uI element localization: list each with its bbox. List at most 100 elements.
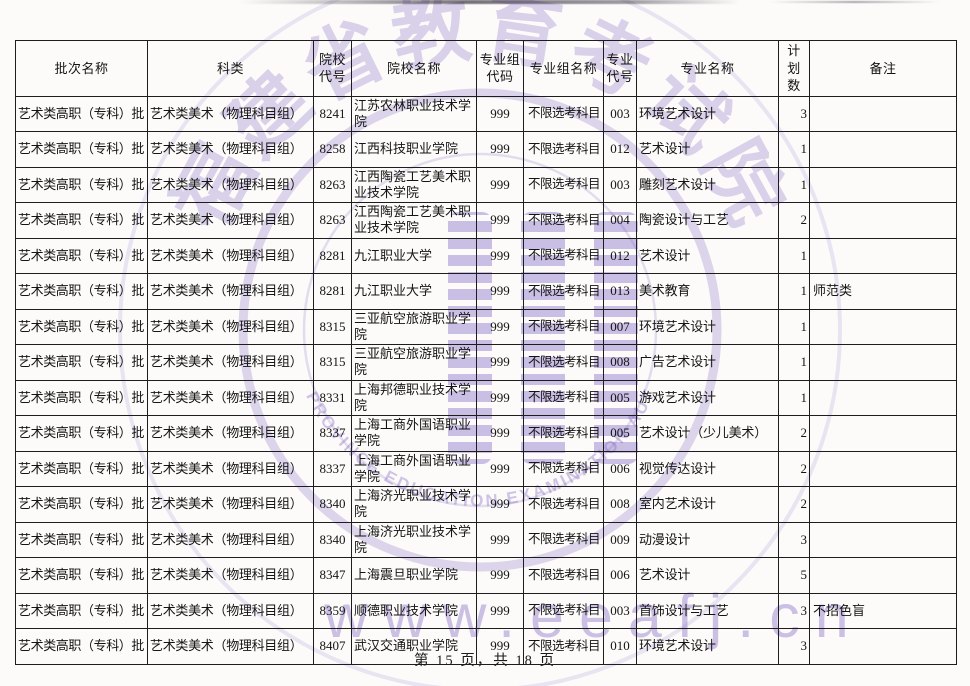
college-code: 8340 (313, 486, 352, 523)
plan-count: 1 (778, 308, 810, 346)
column-header-group-code: 专业组 代码 (476, 40, 524, 97)
group-name: 不限选考科目 (523, 202, 604, 239)
subject-type: 艺术类美术（物理科目组） (147, 202, 314, 239)
college-name: 九江职业大学 (351, 273, 477, 310)
major-code: 004 (603, 202, 637, 239)
table-row: 艺术类高职（专科）批 艺术类美术（物理科目组） 8281 九江职业大学 999 不限选考科… (15, 273, 957, 310)
group-code: 999 (476, 557, 524, 594)
college-code: 8340 (313, 521, 352, 559)
college-name: 武汉交通职业学院 (351, 628, 477, 665)
subject-type: 艺术类美术（物理科目组） (147, 557, 314, 594)
college-code: 8347 (313, 557, 352, 594)
college-name: 江西陶瓷工艺美术职业技术学院 (351, 202, 477, 239)
major-code: 008 (603, 486, 637, 523)
group-code: 999 (476, 273, 524, 310)
subject-type: 艺术类美术（物理科目组） (147, 592, 314, 630)
major-code: 005 (603, 415, 637, 452)
batch-name: 艺术类高职（专科）批 (15, 486, 148, 523)
college-name: 上海济光职业技术学院 (351, 521, 477, 559)
college-name: 江苏农林职业技术学院 (351, 95, 477, 133)
subject-type: 艺术类美术（物理科目组） (147, 308, 314, 346)
group-name: 不限选考科目 (523, 379, 604, 417)
batch-name: 艺术类高职（专科）批 (15, 415, 148, 452)
remark (809, 415, 957, 452)
table-row: 艺术类高职（专科）批 艺术类美术（物理科目组） 8315 三亚航空旅游职业学院 999 不… (15, 308, 957, 346)
college-name: 三亚航空旅游职业学院 (351, 344, 477, 381)
table-row: 艺术类高职（专科）批 艺术类美术（物理科目组） 8315 三亚航空旅游职业学院 999 不… (15, 344, 957, 381)
college-name: 上海震旦职业学院 (351, 557, 477, 594)
group-name: 不限选考科目 (523, 557, 604, 594)
table-row: 艺术类高职（专科）批 艺术类美术（物理科目组） 8340 上海济光职业技术学院 999 不… (15, 486, 957, 523)
college-code: 8263 (313, 202, 352, 239)
plan-count: 2 (778, 486, 810, 523)
batch-name: 艺术类高职（专科）批 (15, 592, 148, 630)
major-name: 首饰设计与工艺 (636, 592, 779, 630)
major-code: 003 (603, 592, 637, 630)
batch-name: 艺术类高职（专科）批 (15, 379, 148, 417)
group-code: 999 (476, 131, 524, 168)
table-row: 艺术类高职（专科）批 艺术类美术（物理科目组） 8241 江苏农林职业技术学院 999 不… (15, 95, 957, 133)
plan-count: 1 (778, 344, 810, 381)
group-code: 999 (476, 379, 524, 417)
batch-name: 艺术类高职（专科）批 (15, 557, 148, 594)
major-code: 005 (603, 379, 637, 417)
subject-type: 艺术类美术（物理科目组） (147, 166, 314, 204)
plan-count: 2 (778, 415, 810, 452)
college-name: 九江职业大学 (351, 237, 477, 275)
college-code: 8337 (313, 450, 352, 488)
major-name: 动漫设计 (636, 521, 779, 559)
group-code: 999 (476, 308, 524, 346)
remark (809, 521, 957, 559)
major-code: 013 (603, 273, 637, 310)
group-code: 999 (476, 521, 524, 559)
remark (809, 344, 957, 381)
major-code: 003 (603, 95, 637, 133)
major-code: 010 (603, 628, 637, 665)
major-name: 游戏艺术设计 (636, 379, 779, 417)
plan-count: 5 (778, 557, 810, 594)
group-code: 999 (476, 237, 524, 275)
college-name: 上海邦德职业技术学院 (351, 379, 477, 417)
plan-count: 2 (778, 202, 810, 239)
college-code: 8258 (313, 131, 352, 168)
major-name: 广告艺术设计 (636, 344, 779, 381)
batch-name: 艺术类高职（专科）批 (15, 344, 148, 381)
column-header-subject-type: 科类 (147, 40, 314, 97)
college-code: 8359 (313, 592, 352, 630)
major-name: 艺术设计 (636, 557, 779, 594)
subject-type: 艺术类美术（物理科目组） (147, 344, 314, 381)
batch-name: 艺术类高职（专科）批 (15, 521, 148, 559)
batch-name: 艺术类高职（专科）批 (15, 308, 148, 346)
group-code: 999 (476, 95, 524, 133)
batch-name: 艺术类高职（专科）批 (15, 202, 148, 239)
group-code: 999 (476, 592, 524, 630)
college-code: 8337 (313, 415, 352, 452)
major-code: 006 (603, 450, 637, 488)
subject-type: 艺术类美术（物理科目组） (147, 486, 314, 523)
major-code: 009 (603, 521, 637, 559)
remark (809, 628, 957, 665)
batch-name: 艺术类高职（专科）批 (15, 166, 148, 204)
plan-count: 1 (778, 237, 810, 275)
table-row: 艺术类高职（专科）批 艺术类美术（物理科目组） 8258 江西科技职业学院 999 不限选… (15, 131, 957, 168)
subject-type: 艺术类美术（物理科目组） (147, 521, 314, 559)
table-row: 艺术类高职（专科）批 艺术类美术（物理科目组） 8340 上海济光职业技术学院 999 不… (15, 521, 957, 559)
plan-count: 1 (778, 273, 810, 310)
remark (809, 379, 957, 417)
column-header-remark: 备注 (809, 40, 957, 97)
group-name: 不限选考科目 (523, 592, 604, 630)
major-name: 艺术设计（少儿美术） (636, 415, 779, 452)
remark (809, 308, 957, 346)
table-row: 艺术类高职（专科）批 艺术类美术（物理科目组） 8359 顺德职业技术学院 999 不限选… (15, 592, 957, 630)
college-code: 8407 (313, 628, 352, 665)
group-name: 不限选考科目 (523, 344, 604, 381)
group-code: 999 (476, 628, 524, 665)
batch-name: 艺术类高职（专科）批 (15, 95, 148, 133)
group-code: 999 (476, 486, 524, 523)
subject-type: 艺术类美术（物理科目组） (147, 237, 314, 275)
column-header-major-code: 专业 代号 (603, 40, 637, 97)
subject-type: 艺术类美术（物理科目组） (147, 415, 314, 452)
college-code: 8315 (313, 308, 352, 346)
major-code: 012 (603, 237, 637, 275)
column-header-batch-name: 批次名称 (15, 40, 148, 97)
